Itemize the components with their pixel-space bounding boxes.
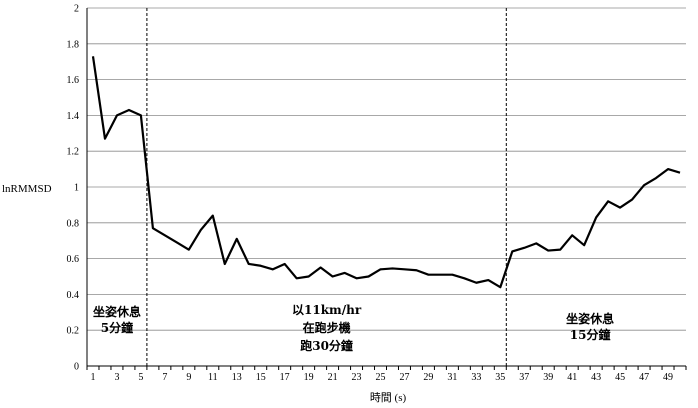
annotation-1-line-2: 5分鐘 bbox=[101, 320, 133, 335]
x-tick-labels: 1 3 5 7 9 11 13 15 17 19 21 23 25 27 29 31 33 35 37 39 41 43 4… bbox=[90, 372, 673, 383]
y-tick-label: 1.4 bbox=[67, 111, 80, 122]
y-tick-label: 0.2 bbox=[67, 326, 80, 337]
x-tick-label: 23 bbox=[352, 372, 362, 383]
x-tick-label: 37 bbox=[519, 372, 529, 383]
x-tick-label: 41 bbox=[567, 372, 577, 383]
x-tick-label: 25 bbox=[376, 372, 386, 383]
y-tick-label: 0.8 bbox=[67, 218, 80, 229]
y-tick-labels: 0 0.2 0.4 0.6 0.8 1 1.2 1.4 1.6 1.8 2 bbox=[67, 4, 80, 373]
y-tick-label: 0.6 bbox=[67, 254, 80, 265]
annotation-3-line-1: 坐姿休息 bbox=[566, 311, 614, 326]
annotation-1-line-1: 坐姿休息 bbox=[93, 304, 141, 319]
annotation-3-line-2: 15分鐘 bbox=[570, 327, 611, 342]
y-tick-label: 1.6 bbox=[67, 75, 80, 86]
y-tick-label: 1.8 bbox=[67, 39, 80, 50]
annotation-2-line-1: 以11km/hr bbox=[292, 303, 362, 317]
series-line-lnrmmsd bbox=[91, 56, 681, 289]
x-tick-label: 13 bbox=[232, 372, 242, 383]
annotation-2-line-2: 在跑步機 bbox=[303, 320, 351, 335]
x-tick-label: 43 bbox=[591, 372, 601, 383]
x-tick-label: 31 bbox=[447, 372, 457, 383]
x-tick-label: 45 bbox=[615, 372, 625, 383]
x-tick-label: 33 bbox=[471, 372, 481, 383]
x-tick-label: 3 bbox=[114, 372, 119, 383]
y-tick-label: 1 bbox=[74, 183, 79, 194]
x-tick-label: 27 bbox=[399, 372, 409, 383]
x-tick-label: 49 bbox=[663, 372, 673, 383]
x-tick-label: 29 bbox=[423, 372, 433, 383]
gridlines bbox=[87, 7, 686, 331]
x-tick-label: 11 bbox=[208, 372, 218, 383]
y-tick-label: 0 bbox=[74, 362, 79, 373]
x-tick-label: 21 bbox=[328, 372, 338, 383]
y-tick-label: 2 bbox=[74, 4, 79, 15]
x-tick-label: 15 bbox=[256, 372, 266, 383]
x-axis-title: 時間 (s) bbox=[370, 391, 407, 404]
x-tick-label: 47 bbox=[639, 372, 649, 383]
x-tick-label: 7 bbox=[162, 372, 167, 383]
y-tick-label: 1.2 bbox=[67, 147, 80, 158]
x-tick-label: 1 bbox=[90, 372, 95, 383]
x-tick-label: 39 bbox=[543, 372, 553, 383]
x-tick-label: 5 bbox=[138, 372, 143, 383]
x-tick-label: 35 bbox=[495, 372, 505, 383]
annotation-2-line-3: 跑30分鐘 bbox=[300, 338, 353, 353]
y-axis-title: lnRMMSD bbox=[2, 183, 52, 195]
x-tick-label: 17 bbox=[280, 372, 290, 383]
y-tick-label: 0.4 bbox=[67, 290, 80, 301]
x-tick-label: 9 bbox=[186, 372, 191, 383]
axes bbox=[86, 8, 687, 370]
x-tick-label: 19 bbox=[304, 372, 314, 383]
